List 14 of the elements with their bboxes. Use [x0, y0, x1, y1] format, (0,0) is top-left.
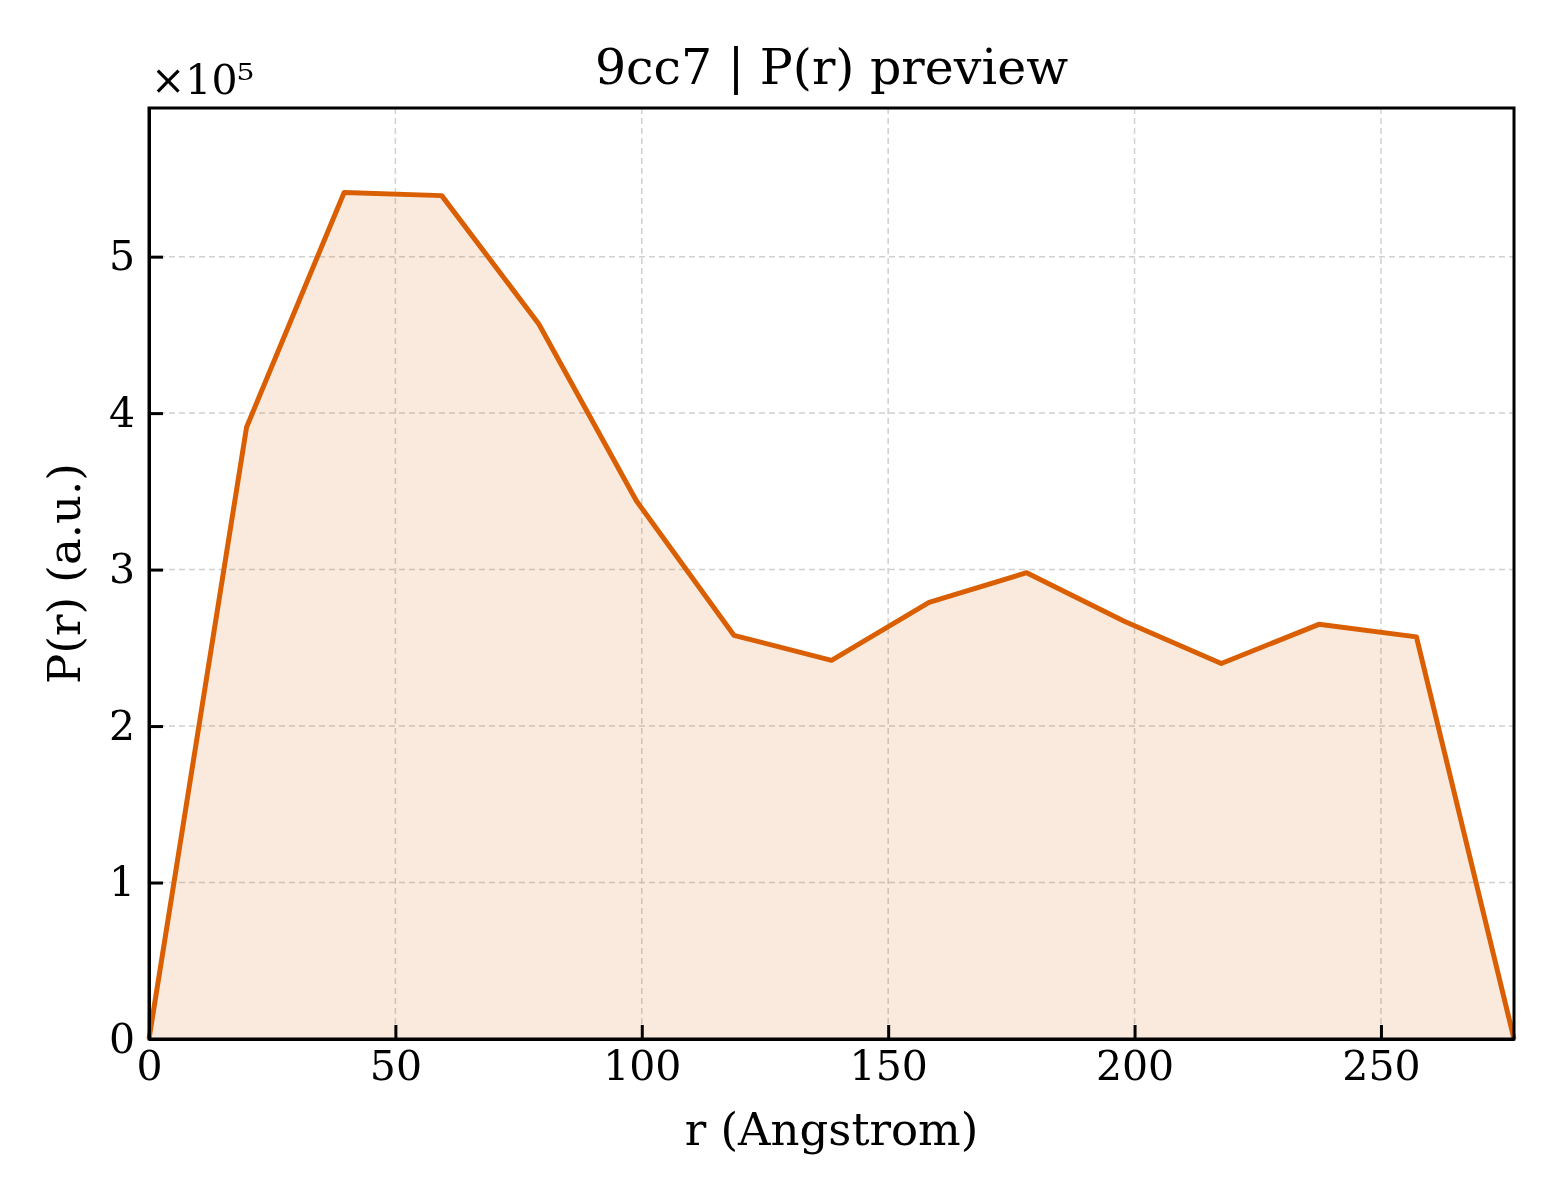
y-tick-label: 1 [108, 858, 135, 907]
chart-title: 9cc7 | P(r) preview [594, 39, 1069, 96]
y-tick-label: 3 [108, 545, 135, 594]
x-tick-label: 150 [849, 1042, 928, 1091]
y-axis-title: P(r) (a.u.) [38, 463, 91, 684]
x-tick-label: 250 [1342, 1042, 1421, 1091]
y-tick-label: 5 [108, 232, 135, 281]
y-tick-label: 2 [108, 701, 135, 750]
text: ×10⁵ [151, 56, 254, 104]
x-axis-title: r (Angstrom) [684, 1103, 979, 1156]
x-tick-label: 200 [1095, 1042, 1175, 1091]
x-tick-label: 50 [369, 1042, 422, 1091]
y-tick-label: 4 [108, 388, 135, 437]
x-tick-label: 100 [603, 1042, 682, 1091]
